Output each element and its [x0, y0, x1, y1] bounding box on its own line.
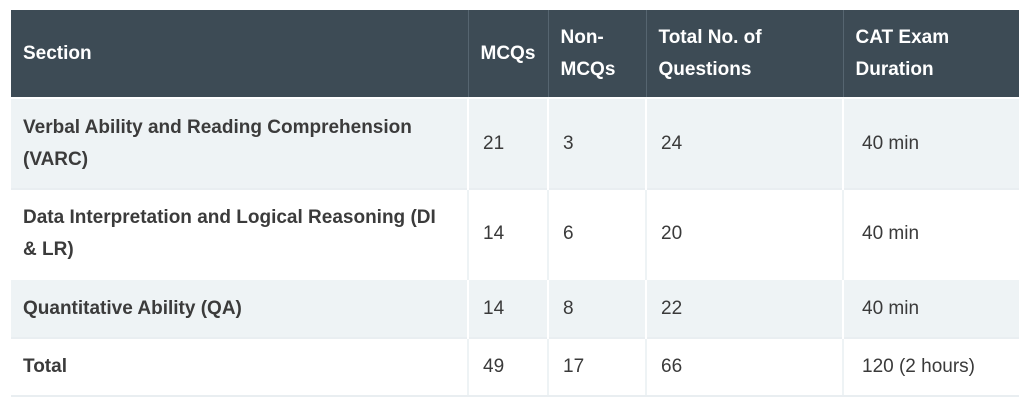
cell-section: Data Interpretation and Logical Reasonin… [11, 188, 468, 279]
cell-non-mcqs: 8 [547, 278, 646, 338]
header-total-questions: Total No. of Questions [645, 10, 843, 98]
header-section: Section [11, 10, 468, 98]
header-mcqs: MCQs [467, 10, 548, 98]
cell-mcqs: 49 [467, 337, 548, 397]
exam-pattern-table: Section MCQs Non-MCQs Total No. of Quest… [11, 10, 1019, 397]
cell-total: 66 [645, 337, 843, 397]
header-non-mcqs: Non-MCQs [547, 10, 646, 98]
table-row: Quantitative Ability (QA) 14 8 22 40 min [11, 278, 1019, 338]
table-row-total: Total 49 17 66 120 (2 hours) [11, 337, 1019, 397]
cell-mcqs: 21 [467, 97, 548, 189]
cell-duration: 40 min [842, 188, 1019, 279]
cell-total: 22 [645, 278, 843, 338]
cell-non-mcqs: 3 [547, 97, 646, 189]
cell-total: 24 [645, 97, 843, 189]
cell-duration: 120 (2 hours) [842, 337, 1019, 397]
cell-mcqs: 14 [467, 188, 548, 279]
table-header-row: Section MCQs Non-MCQs Total No. of Quest… [11, 10, 1019, 98]
exam-pattern-table-container: Section MCQs Non-MCQs Total No. of Quest… [11, 10, 1019, 397]
table-row: Data Interpretation and Logical Reasonin… [11, 188, 1019, 279]
cell-section: Verbal Ability and Reading Comprehension… [11, 97, 468, 189]
cell-non-mcqs: 6 [547, 188, 646, 279]
cell-duration: 40 min [842, 278, 1019, 338]
cell-section: Quantitative Ability (QA) [11, 278, 468, 338]
cell-non-mcqs: 17 [547, 337, 646, 397]
cell-section: Total [11, 337, 468, 397]
cell-mcqs: 14 [467, 278, 548, 338]
cell-duration: 40 min [842, 97, 1019, 189]
header-exam-duration: CAT Exam Duration [842, 10, 1019, 98]
cell-total: 20 [645, 188, 843, 279]
table-row: Verbal Ability and Reading Comprehension… [11, 97, 1019, 189]
